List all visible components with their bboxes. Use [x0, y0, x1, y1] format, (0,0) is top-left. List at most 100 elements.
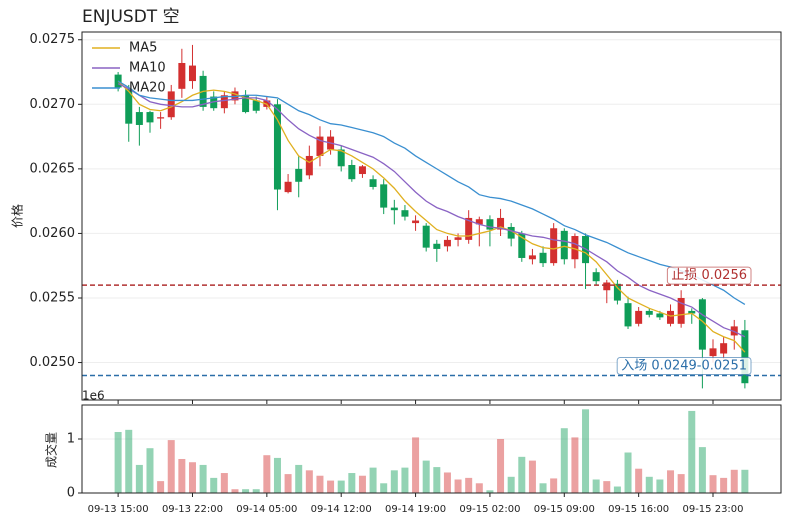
volume-bar [327, 480, 335, 493]
volume-bar [220, 473, 228, 493]
candle-body [677, 297, 685, 324]
x-tick-label: 09-14 19:00 [385, 504, 446, 515]
volume-bar [242, 489, 250, 493]
candle-body [550, 228, 558, 264]
volume-bar [231, 489, 239, 493]
volume-bar [624, 452, 632, 493]
y-tick-label: 0.0260 [30, 226, 76, 241]
candle-body [571, 236, 579, 260]
volume-bar [422, 460, 430, 493]
volume-bar [337, 480, 345, 493]
volume-bar [252, 489, 260, 493]
volume-bar [677, 474, 685, 493]
candle-body [284, 181, 292, 193]
volume-axis-label: 成交量 [44, 432, 59, 468]
volume-bar [465, 477, 473, 493]
volume-offset-label: 1e6 [82, 389, 105, 403]
volume-bar [741, 469, 749, 493]
candle-body [635, 310, 643, 324]
candle-body [220, 95, 228, 109]
volume-bar [146, 448, 154, 493]
volume-bar [380, 483, 388, 493]
volume-bar [305, 470, 313, 493]
volume-bar [443, 472, 451, 493]
volume-bar [412, 437, 420, 493]
volume-bar [560, 428, 568, 493]
candle-body [497, 217, 505, 230]
candle-body [337, 149, 345, 167]
candle-body [358, 166, 366, 175]
volume-bar [348, 473, 356, 493]
volume-bar [369, 467, 377, 493]
volume-bar [273, 457, 281, 493]
candle-body [316, 136, 324, 156]
candle-body [741, 330, 749, 384]
volume-bar [284, 474, 292, 493]
volume-bar [507, 476, 515, 493]
candle-body [252, 100, 260, 111]
candle-body [125, 88, 133, 124]
reference-label: 止损 0.0256 [671, 268, 747, 283]
candle-body [454, 237, 462, 240]
candle-body [518, 233, 526, 258]
candle-body [709, 348, 717, 357]
volume-bar [199, 464, 207, 493]
reference-label-box [616, 356, 752, 375]
volume-bar [635, 468, 643, 493]
candle-body [560, 230, 568, 260]
volume-bar [518, 456, 526, 493]
reference-label: 入场 0.0249-0.0251 [621, 358, 747, 373]
volume-bar [433, 467, 441, 493]
candle-body [157, 117, 165, 119]
candle-body [465, 217, 473, 240]
ma-line [117, 83, 746, 338]
x-tick-label: 09-13 15:00 [88, 504, 149, 515]
y-tick-label: 0.0270 [30, 97, 76, 112]
volume-bar [295, 464, 303, 493]
candle-body [528, 255, 536, 260]
volume-bar [358, 475, 366, 493]
volume-bar [592, 479, 600, 493]
x-tick-label: 09-14 12:00 [311, 504, 372, 515]
y-axis-label: 价格 [10, 204, 25, 228]
candle-body [146, 112, 154, 123]
candle-body [539, 252, 547, 264]
x-tick-label: 09-14 05:00 [236, 504, 297, 515]
plot-frame [81, 31, 782, 401]
candle-body [390, 207, 398, 211]
candle-body [422, 225, 430, 248]
volume-bar [571, 437, 579, 493]
candle-body [603, 282, 611, 291]
volume-bar [178, 458, 186, 493]
legend-label: MA20 [129, 81, 166, 96]
candle-body [592, 272, 600, 282]
volume-bar [720, 477, 728, 493]
x-tick-label: 09-15 16:00 [608, 504, 669, 515]
reference-label-box [666, 266, 752, 285]
x-tick-label: 09-13 22:00 [162, 504, 223, 515]
candle-body [242, 95, 250, 113]
candle-body [645, 310, 653, 315]
candle-body [273, 104, 281, 190]
volume-bar [188, 462, 196, 493]
candle-body [698, 299, 706, 350]
y-tick-label: 0.0250 [30, 355, 76, 370]
candle-body [624, 303, 632, 327]
candle-body [443, 239, 451, 247]
volume-bar [167, 440, 175, 493]
ma-line [117, 80, 746, 306]
volume-bar [709, 475, 717, 493]
volume-bar [497, 439, 505, 493]
x-tick-label: 09-15 02:00 [459, 504, 520, 515]
volume-bar [475, 483, 483, 493]
volume-bar [645, 476, 653, 493]
candle-body [135, 112, 143, 125]
candle-body [348, 164, 356, 180]
ma-line [117, 80, 746, 353]
volume-bar [528, 460, 536, 493]
volume-bar [613, 486, 621, 493]
volume-bar [582, 409, 590, 493]
candle-body [656, 313, 664, 318]
volume-bar [688, 410, 696, 493]
